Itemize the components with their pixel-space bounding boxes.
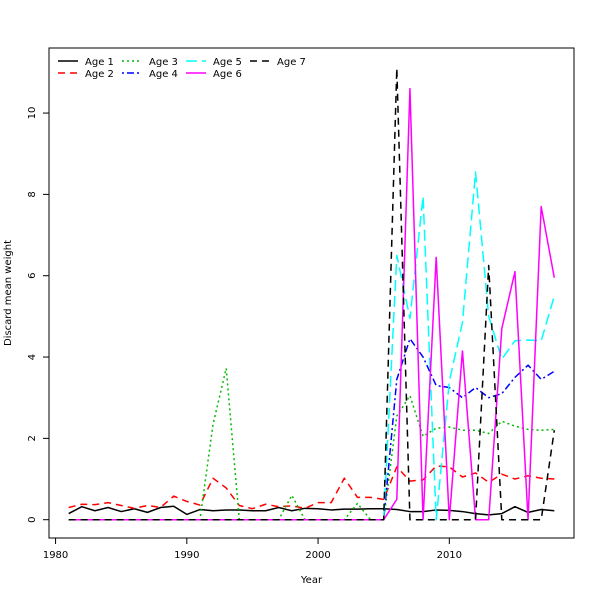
legend-label: Age 4 [149, 69, 178, 80]
legend-label: Age 6 [213, 69, 242, 80]
series-line-age-5 [68, 171, 556, 521]
plot-frame [48, 47, 575, 539]
legend-label: Age 1 [85, 57, 114, 68]
legend-label: Age 2 [85, 69, 114, 80]
series-layer [68, 67, 556, 521]
x-axis-label: Year [300, 575, 323, 586]
x-axis: 1980 1990 2000 2010 [43, 538, 462, 561]
x-tick-label: 2010 [437, 550, 462, 561]
legend-label: Age 5 [213, 57, 242, 68]
series-line-age-6 [68, 87, 556, 521]
series-line-age-2 [68, 465, 555, 510]
y-tick-label: 8 [27, 191, 38, 197]
y-axis: 0 2 4 6 8 10 [27, 107, 49, 523]
series-line-age-7 [68, 67, 556, 521]
series-line-age-1 [68, 505, 555, 516]
legend-label: Age 7 [277, 57, 306, 68]
y-tick-label: 6 [27, 273, 38, 279]
y-tick-label: 2 [27, 435, 38, 441]
y-tick-label: 0 [27, 517, 38, 523]
legend-label: Age 3 [149, 57, 178, 68]
x-tick-label: 1980 [43, 550, 68, 561]
series-line-age-4 [68, 338, 555, 521]
y-tick-label: 10 [27, 107, 38, 120]
y-axis-label: Discard mean weight [3, 240, 14, 346]
x-tick-label: 1990 [174, 550, 199, 561]
x-tick-label: 2000 [305, 550, 330, 561]
y-tick-label: 4 [27, 354, 38, 360]
series-line-age-3 [68, 367, 555, 521]
